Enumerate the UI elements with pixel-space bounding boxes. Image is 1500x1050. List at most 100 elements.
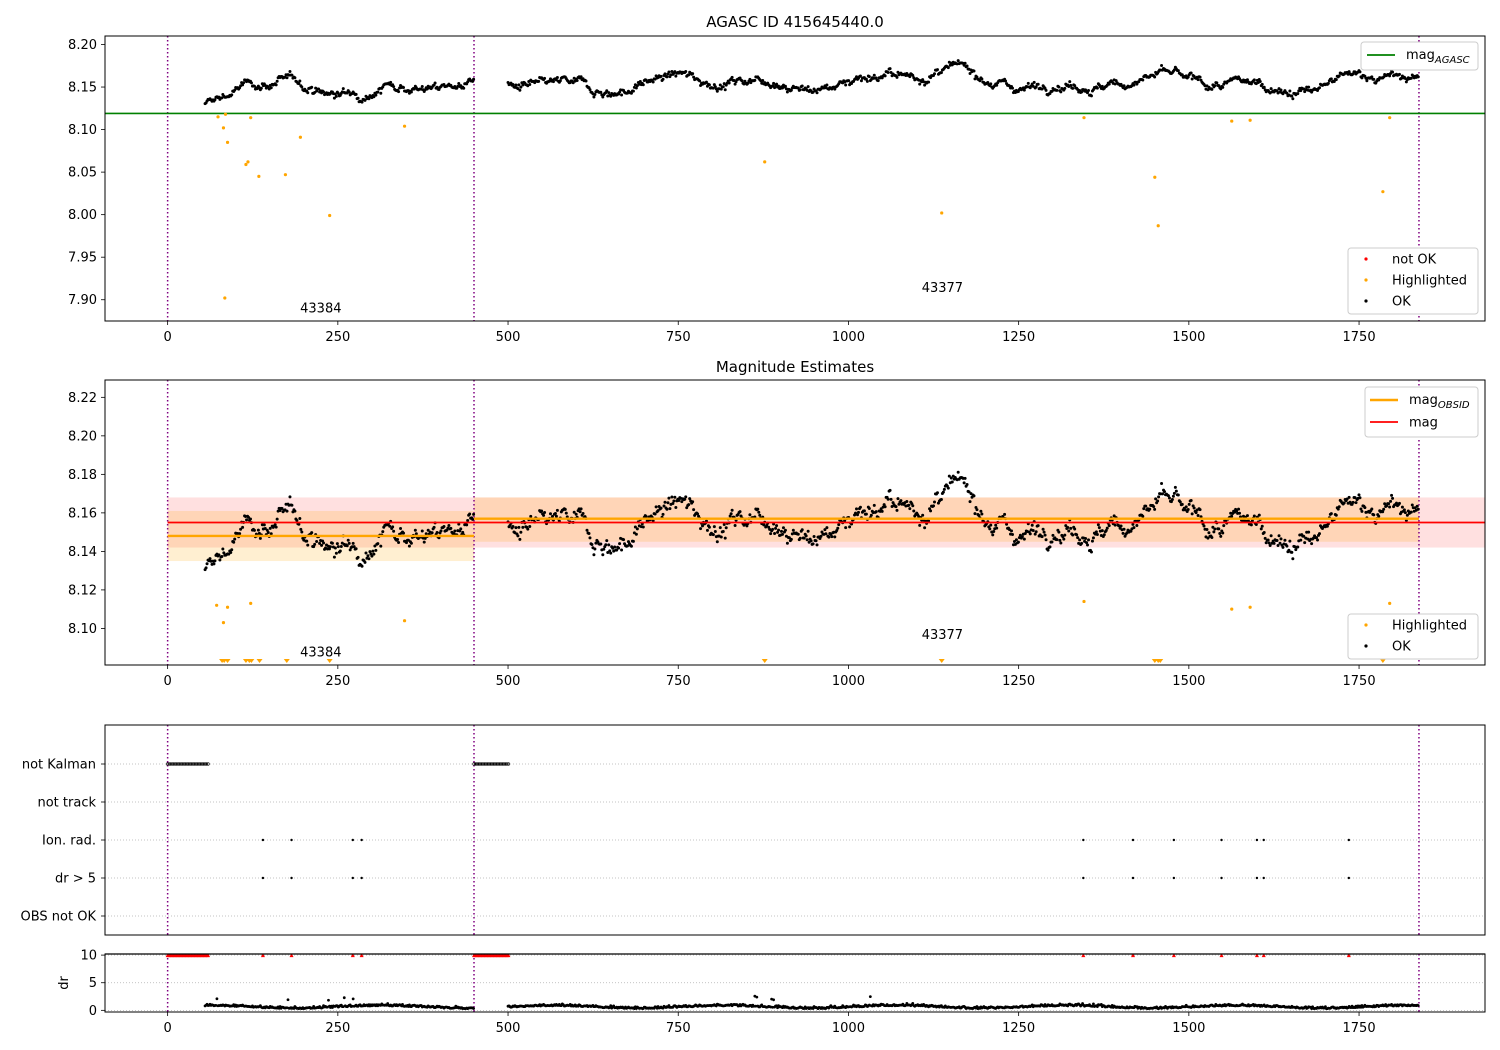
ok-point — [333, 92, 337, 96]
ok-point — [907, 503, 911, 507]
ok-point — [352, 545, 356, 549]
ok-point — [874, 510, 878, 514]
ok-point — [575, 78, 579, 82]
ok-point — [1089, 94, 1093, 98]
ok-point — [347, 90, 351, 94]
ok-point — [812, 534, 816, 538]
flag-point-not-kalman — [175, 762, 179, 766]
ok-point — [802, 536, 806, 540]
ok-point — [1186, 75, 1190, 79]
ok-point — [718, 526, 722, 530]
ok-point — [1160, 64, 1164, 68]
ok-point — [894, 505, 898, 509]
ok-point — [815, 543, 819, 547]
ok-point — [844, 83, 848, 87]
dr-point — [350, 1004, 354, 1008]
ok-point — [553, 511, 557, 515]
highlighted-point — [1388, 116, 1392, 120]
obsid-annotation: 43377 — [922, 628, 963, 643]
flag-point-not-kalman — [188, 762, 192, 766]
ok-point — [461, 530, 465, 534]
flag-point-ion-rad — [1172, 838, 1176, 842]
ok-point — [988, 527, 992, 531]
ok-point — [1260, 524, 1264, 528]
ok-point — [1012, 539, 1016, 543]
ok-point — [1299, 538, 1303, 542]
ok-point — [511, 524, 515, 528]
ok-point — [230, 93, 234, 97]
ok-point — [721, 530, 725, 534]
ok-point — [593, 93, 597, 97]
ok-point — [1296, 545, 1300, 549]
ok-point — [348, 548, 352, 552]
ok-point — [370, 554, 374, 558]
highlighted-point — [1153, 175, 1157, 179]
ok-point — [389, 80, 393, 84]
ok-point — [962, 481, 966, 485]
mag-ytick-label: 8.16 — [68, 506, 97, 521]
agasc-xtick-label: 1500 — [1172, 330, 1205, 345]
flag-point-dr5 — [360, 876, 363, 880]
ok-point — [620, 548, 624, 552]
ok-point — [1252, 78, 1256, 82]
ok-point — [1377, 514, 1381, 518]
ok-point — [890, 504, 894, 508]
ok-point — [806, 529, 810, 533]
ok-point — [249, 81, 253, 85]
ok-point — [1086, 543, 1090, 547]
ok-point — [661, 77, 665, 81]
ok-point — [360, 100, 364, 104]
ok-point — [212, 562, 216, 566]
below-range-marker — [761, 659, 768, 663]
mag-lines-legend: magOBSID mag — [1364, 386, 1479, 438]
ok-point — [1194, 511, 1198, 515]
ok-point — [1377, 78, 1381, 82]
ok-point — [935, 491, 939, 495]
ok-point — [1090, 539, 1094, 543]
magnitude-estimates-panel: 4338443377025050075010001250150017502000… — [68, 358, 1486, 689]
ok-point — [1198, 75, 1202, 79]
ok-point — [332, 555, 336, 559]
flag-point-not-kalman — [503, 762, 508, 766]
ok-point — [1334, 78, 1338, 82]
ok-point — [273, 523, 277, 527]
flag-point-dr5 — [1172, 876, 1176, 880]
ok-point — [402, 531, 406, 535]
flag-point-not-kalman — [203, 762, 207, 766]
flag-point-not-kalman — [497, 762, 502, 766]
ok-point — [229, 551, 233, 555]
ok-point — [950, 480, 954, 484]
flag-point-not-kalman — [197, 762, 201, 766]
ok-point — [777, 84, 781, 88]
ok-point — [1279, 88, 1283, 92]
ok-point — [1014, 538, 1018, 542]
mag-status-legend: Highlighted OK — [1347, 613, 1479, 660]
ok-point — [773, 86, 777, 90]
ok-point — [529, 514, 533, 518]
ok-point — [692, 75, 696, 79]
ok-point — [625, 544, 629, 548]
ok-point — [1080, 90, 1084, 94]
ok-point — [310, 531, 314, 535]
agasc-xtick-label: 1250 — [1002, 330, 1035, 345]
ok-point — [1382, 507, 1386, 511]
ok-point — [1360, 76, 1364, 80]
ok-point — [397, 540, 401, 544]
ok-point — [800, 528, 804, 532]
flag-point-not-kalman — [496, 762, 500, 766]
ok-point — [995, 83, 999, 87]
ok-point — [381, 530, 385, 534]
ok-point — [263, 527, 267, 531]
ok-point — [313, 542, 317, 546]
ok-point — [620, 93, 624, 97]
ok-point — [1044, 88, 1048, 92]
ok-point — [978, 79, 982, 83]
ok-point — [274, 83, 278, 87]
ok-point — [1186, 508, 1190, 512]
ok-point — [204, 566, 208, 570]
ok-point — [555, 75, 559, 79]
agasc-ytick-label: 8.00 — [68, 208, 97, 223]
ok-point — [605, 539, 609, 543]
ok-point — [1218, 531, 1222, 535]
ok-point — [713, 85, 717, 89]
